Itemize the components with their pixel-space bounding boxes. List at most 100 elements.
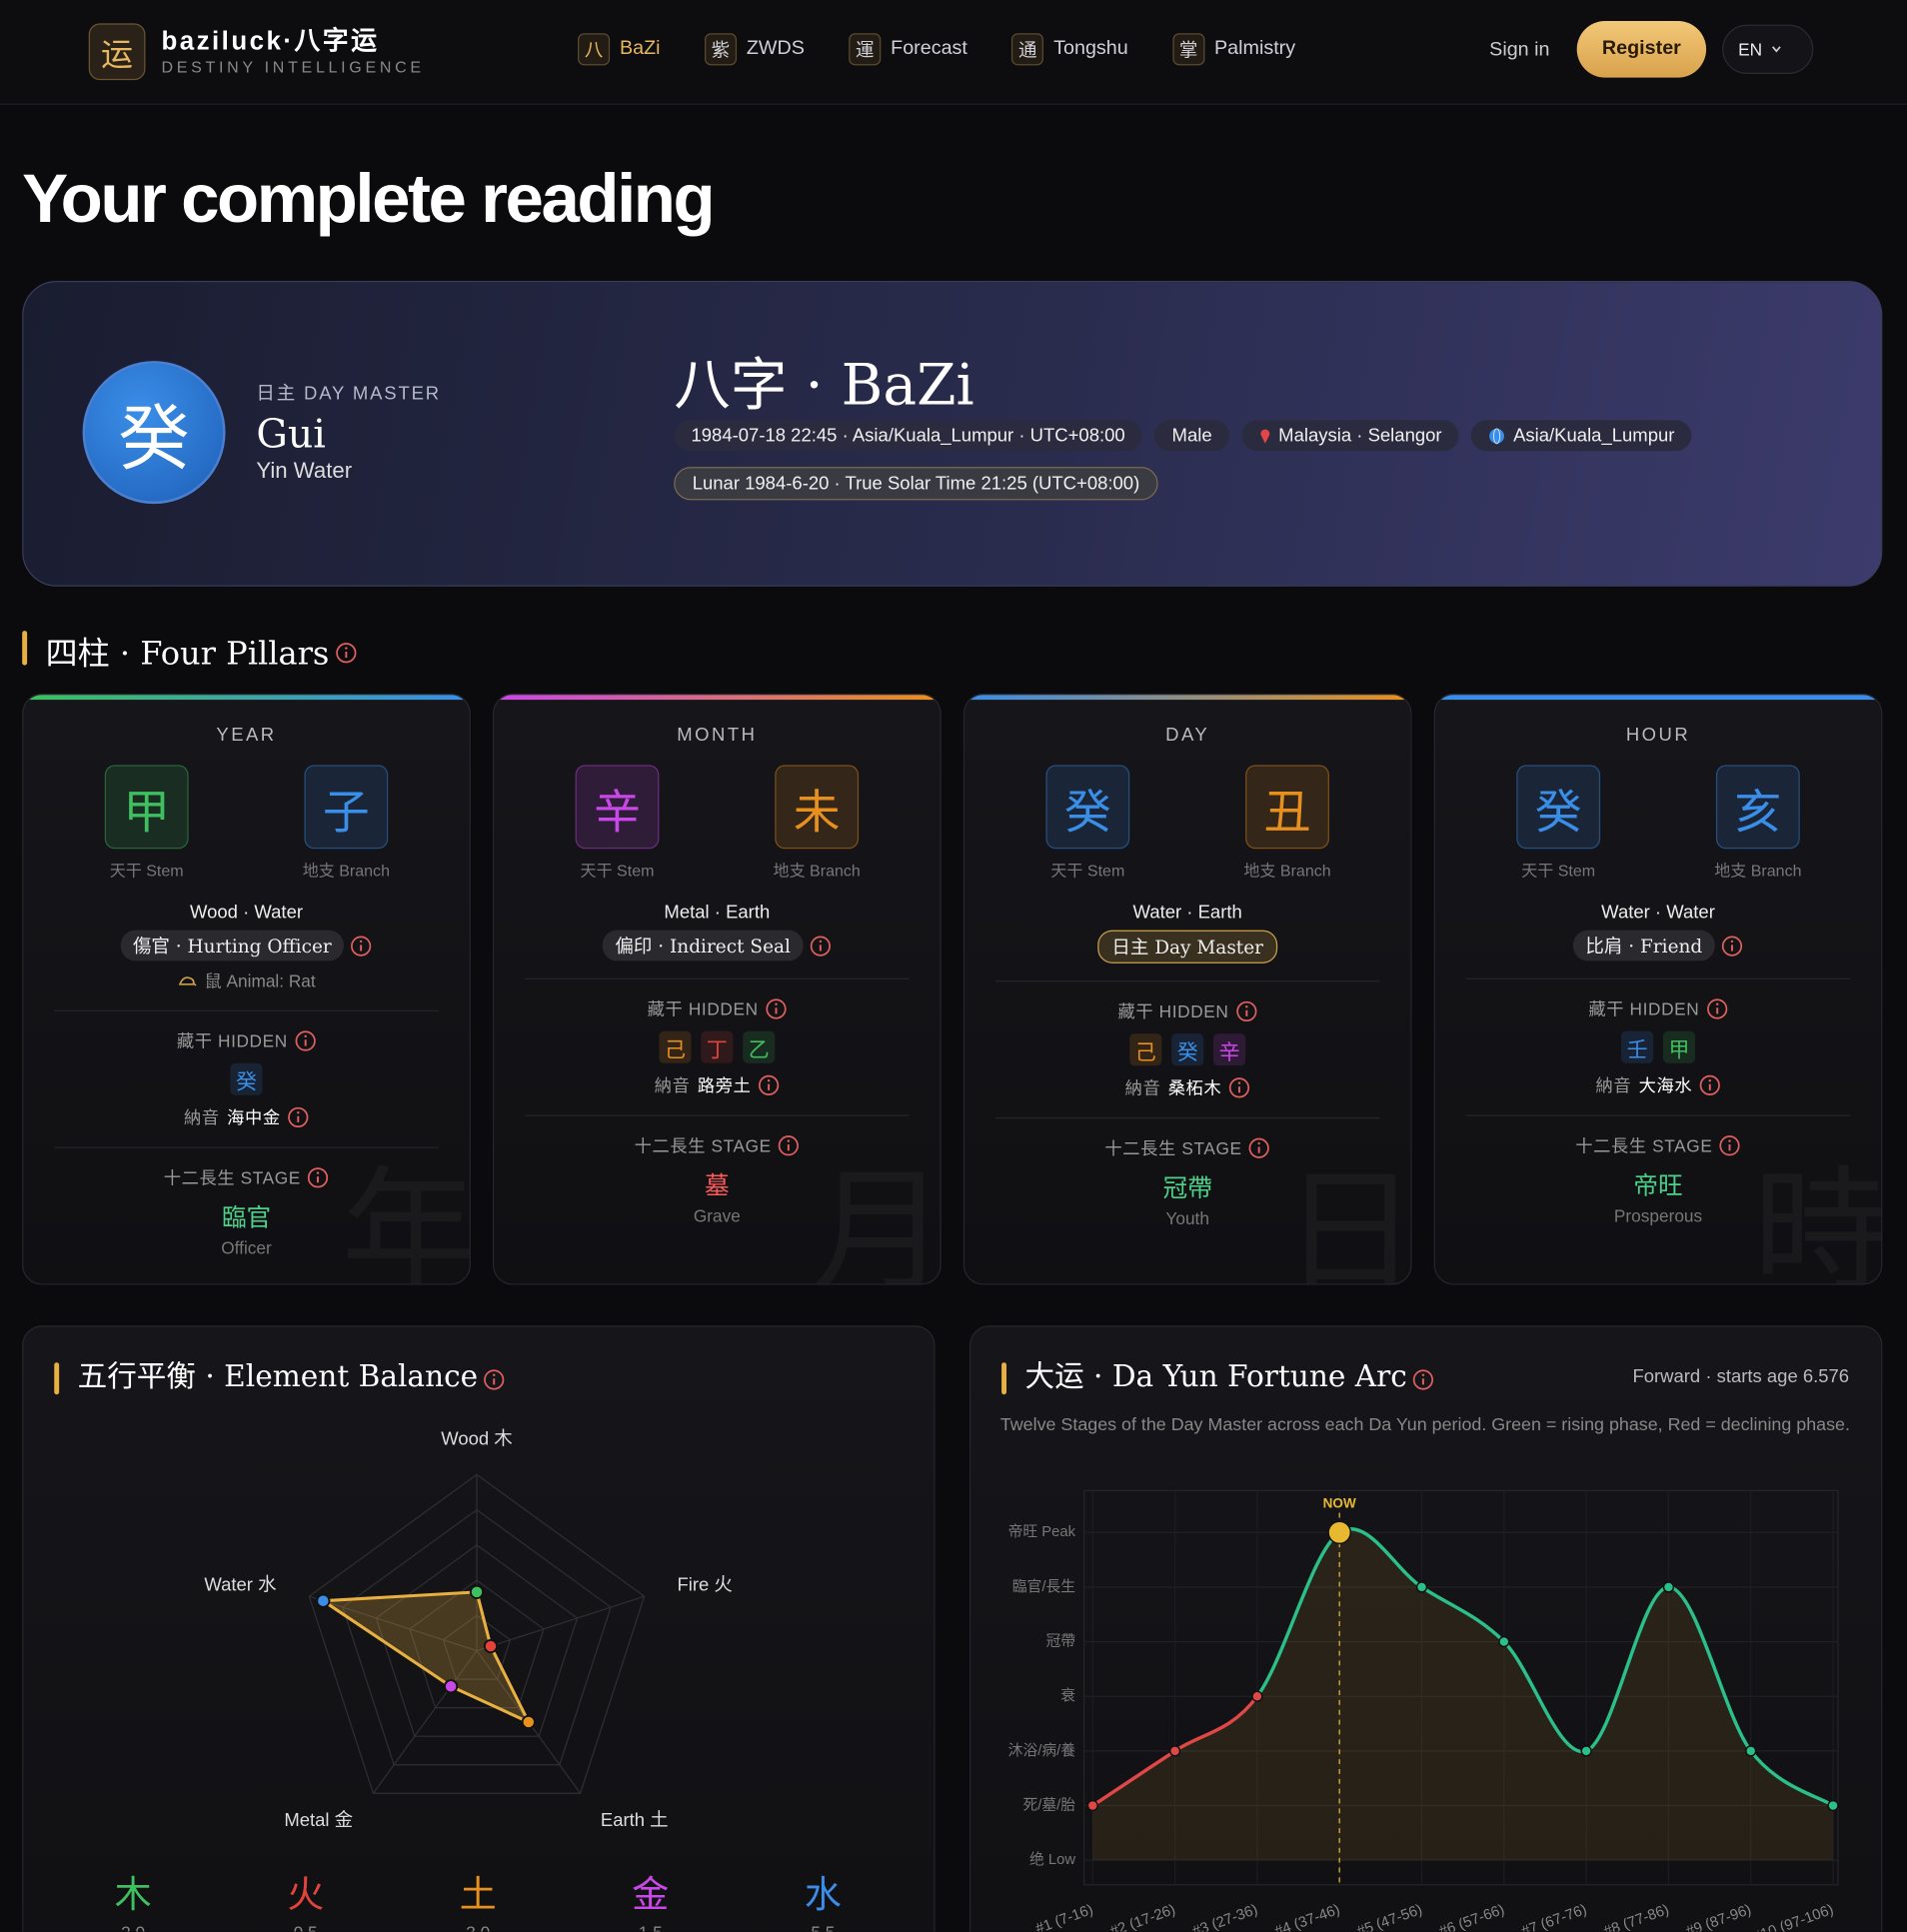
info-icon[interactable] <box>287 1106 309 1128</box>
element-card <box>22 1325 936 1932</box>
stage-label: 十二長生 STAGE <box>1104 1137 1242 1158</box>
pillar-body: DAY 癸天干 Stem 丑地支 Branch Water · Earth 日主 Day… <box>964 695 1410 1228</box>
info-ring <box>1706 998 1727 1019</box>
axis-label: Wood 木 <box>441 1428 513 1449</box>
divider <box>994 980 1380 982</box>
point <box>1745 1745 1757 1757</box>
elements: Water · Earth <box>1132 902 1242 924</box>
hidden-label-row: 藏干 HIDDEN <box>1118 999 1257 1024</box>
stem-label: 天干 Stem <box>580 861 655 881</box>
animal: 鼠 Animal: Rat <box>204 970 316 990</box>
info-icon[interactable] <box>1235 1000 1257 1022</box>
info-icon[interactable] <box>809 935 831 957</box>
logo-box[interactable]: 运 <box>88 23 146 81</box>
point <box>1327 1520 1352 1545</box>
info-icon[interactable] <box>1248 1137 1270 1159</box>
ten-god-row: 偏印 · Indirect Seal <box>603 930 832 962</box>
branch-glyph: 丑 <box>1245 765 1329 850</box>
pin-icon <box>1260 429 1270 444</box>
stage-en: Prosperous <box>1613 1205 1703 1226</box>
nav-link[interactable]: 通 Tongshu <box>1011 33 1128 66</box>
stem-column: 癸天干 Stem <box>1458 765 1658 881</box>
y-tick-label: 衰 <box>1060 1687 1075 1704</box>
hidden-stem: 辛 <box>1213 1033 1246 1066</box>
language-select[interactable]: EN <box>1722 24 1814 74</box>
info-dot <box>1237 1081 1240 1084</box>
branch-column: 亥地支 Branch <box>1658 765 1858 881</box>
now-label: NOW <box>1323 1496 1356 1511</box>
info-ring <box>1719 1135 1740 1156</box>
brand[interactable]: baziluck·八字运 <box>161 27 380 56</box>
info-icon[interactable] <box>1228 1076 1250 1098</box>
info-icon[interactable] <box>350 935 372 957</box>
radar-point <box>316 1593 331 1608</box>
point <box>1086 1799 1098 1812</box>
chevron-icon <box>1772 46 1782 53</box>
element-value: 5.5 <box>811 1923 835 1932</box>
register-button[interactable]: Register <box>1576 20 1707 78</box>
nav-label: Forecast <box>891 38 967 60</box>
y-tick-label: 绝 Low <box>1029 1851 1075 1868</box>
info-ring <box>810 935 831 957</box>
info-dot <box>1728 1139 1731 1142</box>
info-dot <box>787 1139 791 1142</box>
nav-link[interactable]: 運 Forecast <box>849 33 967 66</box>
x-tick-label: #7 (67-76) <box>1519 1902 1589 1932</box>
hidden-label: 藏干 HIDDEN <box>176 1030 288 1051</box>
info-icon[interactable] <box>294 1029 316 1051</box>
plot-frame <box>1083 1489 1839 1886</box>
ten-god: 傷官 · Hurting Officer <box>120 930 345 962</box>
info-icon[interactable] <box>765 997 787 1019</box>
info-dot <box>316 1171 320 1174</box>
stage-en: Officer <box>221 1237 272 1258</box>
nav-link[interactable]: 掌 Palmistry <box>1172 33 1295 66</box>
point <box>1415 1581 1428 1593</box>
branch-column: 丑地支 Branch <box>1187 765 1387 881</box>
info-dot <box>767 1078 771 1082</box>
stem-glyph: 癸 <box>1045 765 1130 850</box>
info-ring <box>765 998 787 1019</box>
nav-link[interactable]: 八 BaZi <box>578 33 661 66</box>
radar-point <box>444 1679 459 1694</box>
divider <box>1465 977 1851 979</box>
nav-link[interactable]: 紫 ZWDS <box>704 33 805 66</box>
info-icon[interactable] <box>1719 1134 1741 1156</box>
info-dot <box>819 940 822 943</box>
pillar-watermark: 日 <box>1282 1121 1410 1283</box>
description-box: Twelve Stages of the Day Master across e… <box>1000 1415 1850 1435</box>
chart-title: 五行平衡 · Element Balance <box>78 1359 479 1393</box>
branch-label: 地支 Branch <box>773 861 861 881</box>
info-icon[interactable] <box>484 1369 505 1390</box>
language: EN <box>1738 39 1763 60</box>
x-tick-label: #6 (57-66) <box>1437 1902 1507 1932</box>
x-tick-label: #9 (87-96) <box>1684 1902 1754 1932</box>
chip: 1984-07-18 22:45 · Asia/Kuala_Lumpur · U… <box>674 420 1142 452</box>
hidden-stem: 乙 <box>743 1030 776 1063</box>
info-dot <box>1715 1002 1718 1006</box>
sign-in[interactable]: Sign in <box>1489 39 1550 61</box>
info-icon[interactable] <box>1698 1074 1720 1096</box>
info-ring <box>1699 1074 1720 1095</box>
element-glyph: 水 <box>805 1874 842 1915</box>
info-icon[interactable] <box>1706 997 1728 1019</box>
globe-lines <box>1493 427 1501 444</box>
day-master-label: 日主 DAY MASTER <box>256 383 442 405</box>
hidden-stem: 己 <box>1129 1033 1162 1066</box>
info-icon[interactable] <box>758 1074 780 1096</box>
info-icon[interactable] <box>1721 935 1743 957</box>
day-master-glyph: 癸 <box>82 361 226 505</box>
info-icon[interactable] <box>1412 1369 1434 1390</box>
nayin-row: 納音 大海水 <box>1595 1073 1720 1098</box>
point <box>1498 1635 1510 1648</box>
point <box>1580 1745 1592 1757</box>
divider <box>54 1146 439 1148</box>
hidden-row: 己癸辛 <box>1129 1033 1246 1066</box>
info-icon[interactable] <box>336 642 358 664</box>
hidden-stem: 壬 <box>1621 1030 1654 1063</box>
stage: 帝旺 <box>1633 1172 1683 1200</box>
info-icon[interactable] <box>307 1166 329 1188</box>
info-icon[interactable] <box>778 1134 800 1156</box>
nayin-row: 納音 海中金 <box>184 1105 309 1130</box>
nav-icon: 掌 <box>1172 33 1205 66</box>
